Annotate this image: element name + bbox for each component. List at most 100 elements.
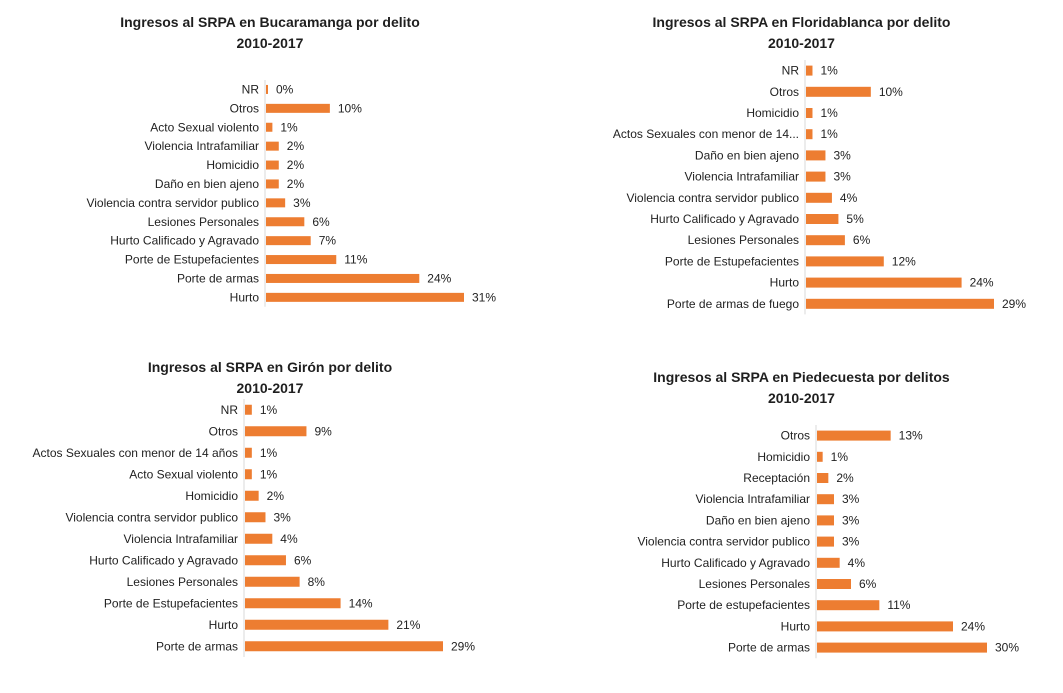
chart-subtitle: 2010-2017: [768, 390, 835, 406]
data-label: 4%: [280, 532, 298, 546]
chart-subtitle: 2010-2017: [236, 35, 304, 51]
category-label: Hurto Calificado y Agravado: [89, 553, 238, 567]
chart-piedecuesta: Ingresos al SRPA en Piedecuesta por deli…: [540, 345, 1063, 675]
data-label: 5%: [846, 212, 864, 226]
category-label: Violencia Intrafamiliar: [124, 532, 239, 546]
bar: [817, 621, 953, 632]
bar: [266, 217, 305, 227]
bar: [817, 494, 834, 505]
data-label: 24%: [961, 619, 985, 633]
bar: [245, 447, 252, 458]
category-label: Acto Sexual violento: [150, 120, 259, 134]
category-label: Otros: [230, 101, 259, 115]
data-label: 8%: [308, 575, 326, 589]
data-label: 3%: [842, 513, 860, 527]
data-label: 2%: [836, 471, 854, 485]
bar: [245, 404, 252, 415]
bar: [245, 533, 273, 544]
category-label: Hurto: [770, 276, 800, 290]
bar: [245, 469, 252, 480]
bar: [245, 490, 259, 501]
bar: [817, 536, 834, 547]
bar: [266, 103, 330, 113]
bar: [806, 256, 884, 267]
bar: [266, 236, 311, 246]
bar: [806, 298, 994, 309]
category-label: Porte de Estupefacientes: [665, 254, 799, 268]
category-label: Actos Sexuales con menor de 14...: [613, 127, 799, 141]
category-label: Otros: [209, 424, 238, 438]
bar: [817, 515, 834, 526]
category-label: Porte de Estupefacientes: [125, 253, 259, 267]
bar: [266, 198, 286, 208]
data-label: 21%: [396, 618, 420, 632]
data-label: 11%: [344, 253, 367, 267]
category-label: Hurto: [209, 618, 239, 632]
category-label: Violencia contra servidor publico: [626, 191, 799, 205]
bar: [817, 430, 891, 441]
data-label: 6%: [859, 577, 877, 591]
data-label: 2%: [267, 489, 285, 503]
chart-title: Ingresos al SRPA en Girón por delito 201…: [0, 357, 540, 399]
category-label: Violencia Intrafamiliar: [696, 492, 811, 506]
data-label: 3%: [833, 148, 851, 162]
data-label: 1%: [831, 450, 849, 464]
bar: [817, 557, 840, 568]
data-label: 3%: [842, 492, 860, 506]
category-label: Receptación: [743, 471, 810, 485]
bar: [806, 150, 826, 161]
bar: [245, 598, 341, 609]
data-label: 29%: [1002, 297, 1026, 311]
bar: [806, 192, 832, 203]
category-label: Homicidio: [206, 158, 259, 172]
category-label: Porte de estupefacientes: [677, 598, 810, 612]
bar: [806, 65, 813, 76]
data-label: 2%: [287, 177, 305, 191]
data-label: 7%: [319, 234, 337, 248]
category-label: Lesiones Personales: [148, 215, 259, 229]
bar: [266, 84, 268, 94]
data-label: 1%: [280, 120, 298, 134]
chart-subtitle: 2010-2017: [236, 380, 304, 396]
data-label: 24%: [970, 276, 994, 290]
bar: [806, 277, 962, 288]
data-label: 30%: [995, 641, 1019, 655]
bar: [245, 426, 307, 437]
data-label: 1%: [820, 106, 838, 120]
category-label: Otros: [770, 85, 799, 99]
bar-chart-svg: NR 1% Otros 9% Actos Sexuales con menor de 1…: [33, 399, 475, 657]
data-label: 9%: [314, 424, 332, 438]
category-label: Porte de armas de fuego: [667, 297, 799, 311]
category-label: Daño en bien ajeno: [695, 148, 799, 162]
data-label: 24%: [427, 271, 451, 285]
category-label: Actos Sexuales con menor de 14 años: [33, 446, 238, 460]
data-label: 6%: [853, 233, 871, 247]
chart-subtitle: 2010-2017: [768, 35, 835, 51]
chart-floridablanca: Ingresos al SRPA en Floridablanca por de…: [540, 0, 1063, 330]
bar: [806, 235, 845, 246]
data-label: 11%: [887, 598, 910, 612]
category-label: Homicidio: [185, 489, 238, 503]
category-label: Hurto Calificado y Agravado: [650, 212, 799, 226]
chart-title-line: Ingresos al SRPA en Girón por delito: [147, 359, 393, 375]
data-label: 29%: [451, 639, 475, 653]
category-label: Lesiones Personales: [127, 575, 238, 589]
bar: [245, 641, 443, 652]
data-label: 10%: [338, 101, 362, 115]
bar: [245, 576, 300, 587]
bar: [806, 108, 813, 118]
bar: [266, 255, 337, 265]
bar: [817, 600, 880, 611]
bar-chart-svg: NR 1% Otros 10% Homicidio 1% Actos Sexuales co…: [613, 60, 1026, 315]
category-label: NR: [782, 64, 800, 78]
bar: [817, 579, 851, 589]
category-label: Violencia contra servidor publico: [65, 510, 238, 524]
data-label: 1%: [820, 64, 838, 78]
category-label: Violencia contra servidor publico: [637, 535, 810, 549]
category-label: Violencia Intrafamiliar: [685, 170, 800, 184]
data-label: 0%: [276, 82, 294, 96]
data-label: 6%: [312, 215, 330, 229]
data-label: 6%: [294, 553, 312, 567]
bar: [266, 179, 279, 189]
data-label: 2%: [287, 139, 305, 153]
